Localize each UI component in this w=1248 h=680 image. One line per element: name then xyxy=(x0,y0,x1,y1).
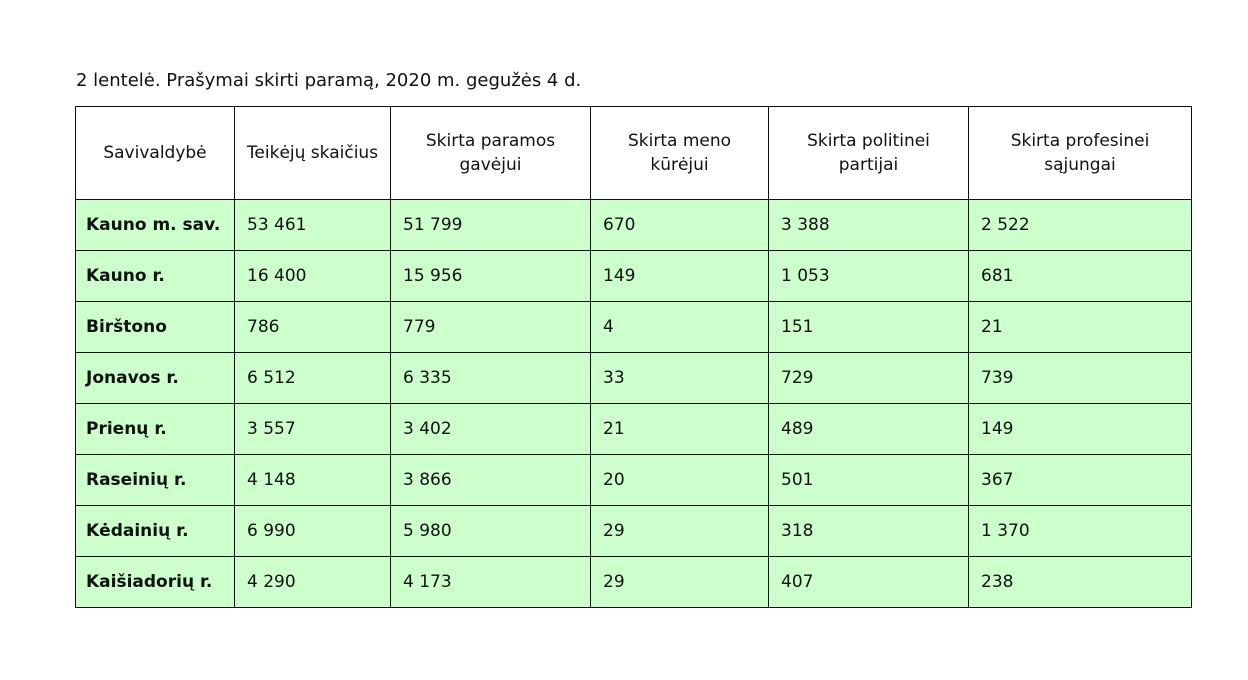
value-cell: 6 512 xyxy=(234,352,391,404)
column-header: Skirta politinei partijai xyxy=(768,106,969,200)
table-row: Prienų r. 3 557 3 402 21 489 149 xyxy=(75,403,1192,455)
municipality-cell: Birštono xyxy=(75,301,235,353)
value-cell: 3 557 xyxy=(234,403,391,455)
header-row: Savivaldybė Teikėjų skaičius Skirta paramo… xyxy=(75,106,1192,200)
value-cell: 739 xyxy=(968,352,1192,404)
column-header: Teikėjų skaičius xyxy=(234,106,391,200)
value-cell: 21 xyxy=(968,301,1192,353)
table-caption: 2 lentelė. Prašymai skirti paramą, 2020 … xyxy=(76,70,582,91)
value-cell: 2 522 xyxy=(968,199,1192,251)
data-table: Savivaldybė Teikėjų skaičius Skirta paramo… xyxy=(75,106,1192,608)
column-header: Savivaldybė xyxy=(75,106,235,200)
value-cell: 4 xyxy=(590,301,769,353)
value-cell: 318 xyxy=(768,505,969,557)
value-cell: 51 799 xyxy=(390,199,591,251)
value-cell: 238 xyxy=(968,556,1192,608)
value-cell: 5 980 xyxy=(390,505,591,557)
municipality-cell: Kauno r. xyxy=(75,250,235,302)
value-cell: 779 xyxy=(390,301,591,353)
value-cell: 670 xyxy=(590,199,769,251)
value-cell: 15 956 xyxy=(390,250,591,302)
value-cell: 681 xyxy=(968,250,1192,302)
value-cell: 149 xyxy=(590,250,769,302)
value-cell: 4 173 xyxy=(390,556,591,608)
table-row: Kėdainių r. 6 990 5 980 29 318 1 370 xyxy=(75,505,1192,557)
table-row: Jonavos r. 6 512 6 335 33 729 739 xyxy=(75,352,1192,404)
table-row: Kaišiadorių r. 4 290 4 173 29 407 238 xyxy=(75,556,1192,608)
municipality-cell: Kauno m. sav. xyxy=(75,199,235,251)
municipality-cell: Kaišiadorių r. xyxy=(75,556,235,608)
value-cell: 20 xyxy=(590,454,769,506)
value-cell: 4 148 xyxy=(234,454,391,506)
column-header: Skirta meno kūrėjui xyxy=(590,106,769,200)
value-cell: 1 053 xyxy=(768,250,969,302)
value-cell: 16 400 xyxy=(234,250,391,302)
municipality-cell: Kėdainių r. xyxy=(75,505,235,557)
municipality-cell: Jonavos r. xyxy=(75,352,235,404)
value-cell: 21 xyxy=(590,403,769,455)
value-cell: 489 xyxy=(768,403,969,455)
value-cell: 3 866 xyxy=(390,454,591,506)
table-row: Raseinių r. 4 148 3 866 20 501 367 xyxy=(75,454,1192,506)
value-cell: 151 xyxy=(768,301,969,353)
column-header: Skirta paramos gavėjui xyxy=(390,106,591,200)
municipality-cell: Raseinių r. xyxy=(75,454,235,506)
value-cell: 3 402 xyxy=(390,403,591,455)
value-cell: 3 388 xyxy=(768,199,969,251)
value-cell: 729 xyxy=(768,352,969,404)
value-cell: 53 461 xyxy=(234,199,391,251)
table-row: Kauno m. sav. 53 461 51 799 670 3 388 2 522 xyxy=(75,199,1192,251)
value-cell: 29 xyxy=(590,556,769,608)
value-cell: 786 xyxy=(234,301,391,353)
value-cell: 501 xyxy=(768,454,969,506)
value-cell: 4 290 xyxy=(234,556,391,608)
municipality-cell: Prienų r. xyxy=(75,403,235,455)
value-cell: 407 xyxy=(768,556,969,608)
value-cell: 29 xyxy=(590,505,769,557)
value-cell: 1 370 xyxy=(968,505,1192,557)
column-header: Skirta profesinei sąjungai xyxy=(968,106,1192,200)
value-cell: 149 xyxy=(968,403,1192,455)
table-row: Birštono 786 779 4 151 21 xyxy=(75,301,1192,353)
value-cell: 6 990 xyxy=(234,505,391,557)
value-cell: 367 xyxy=(968,454,1192,506)
value-cell: 33 xyxy=(590,352,769,404)
value-cell: 6 335 xyxy=(390,352,591,404)
table-row: Kauno r. 16 400 15 956 149 1 053 681 xyxy=(75,250,1192,302)
